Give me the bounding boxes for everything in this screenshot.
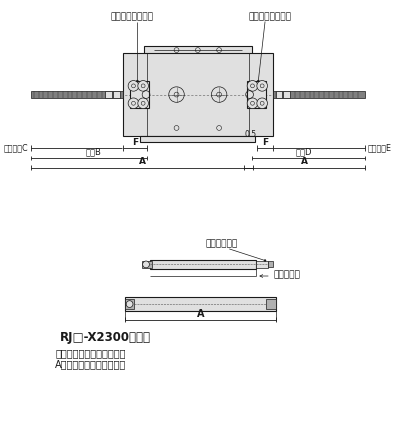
Text: A: A bbox=[139, 157, 146, 166]
Bar bbox=[276, 90, 282, 98]
Bar bbox=[247, 81, 266, 108]
Text: 最大B: 最大B bbox=[86, 148, 102, 157]
Circle shape bbox=[257, 81, 267, 91]
Text: 前進端アジャスタ: 前進端アジャスタ bbox=[248, 12, 292, 21]
Bar bbox=[268, 262, 273, 267]
Bar bbox=[150, 259, 256, 269]
Circle shape bbox=[247, 81, 258, 91]
Bar bbox=[266, 299, 276, 309]
Bar bbox=[273, 91, 365, 98]
Text: ストローク: ストローク bbox=[274, 271, 301, 280]
Text: F: F bbox=[262, 138, 268, 147]
Text: 最大D: 最大D bbox=[295, 148, 312, 157]
Bar bbox=[256, 261, 268, 268]
Bar bbox=[140, 136, 256, 142]
Bar bbox=[130, 81, 149, 108]
Bar bbox=[142, 261, 152, 268]
Bar bbox=[144, 46, 252, 55]
Text: 後退端アジャスタ: 後退端アジャスタ bbox=[111, 12, 154, 21]
Text: キャップ金具: キャップ金具 bbox=[205, 239, 238, 249]
Bar bbox=[31, 91, 123, 98]
Circle shape bbox=[138, 98, 149, 109]
Text: キャップ金具を取付けて、: キャップ金具を取付けて、 bbox=[55, 349, 126, 359]
Bar bbox=[284, 90, 290, 98]
Text: 調整範囲E: 調整範囲E bbox=[368, 144, 391, 153]
Text: RJ□-X2300の場合: RJ□-X2300の場合 bbox=[60, 331, 151, 344]
Bar bbox=[125, 297, 276, 311]
Text: 調整範囲C: 調整範囲C bbox=[4, 144, 28, 153]
Bar bbox=[125, 299, 134, 309]
Circle shape bbox=[264, 259, 266, 262]
Circle shape bbox=[136, 80, 138, 82]
Text: A: A bbox=[301, 157, 308, 166]
Circle shape bbox=[128, 81, 139, 91]
Bar bbox=[123, 53, 273, 136]
Bar bbox=[105, 90, 112, 98]
Bar bbox=[113, 90, 120, 98]
Circle shape bbox=[128, 98, 139, 109]
Circle shape bbox=[257, 80, 259, 82]
Circle shape bbox=[247, 98, 258, 109]
Text: A: A bbox=[196, 309, 204, 319]
Circle shape bbox=[257, 98, 267, 109]
Text: F: F bbox=[132, 138, 138, 147]
Circle shape bbox=[126, 301, 133, 307]
Circle shape bbox=[143, 261, 149, 268]
Circle shape bbox=[138, 81, 149, 91]
Text: A寸法を長くしています。: A寸法を長くしています。 bbox=[55, 359, 126, 369]
Text: 0.5: 0.5 bbox=[245, 130, 257, 139]
